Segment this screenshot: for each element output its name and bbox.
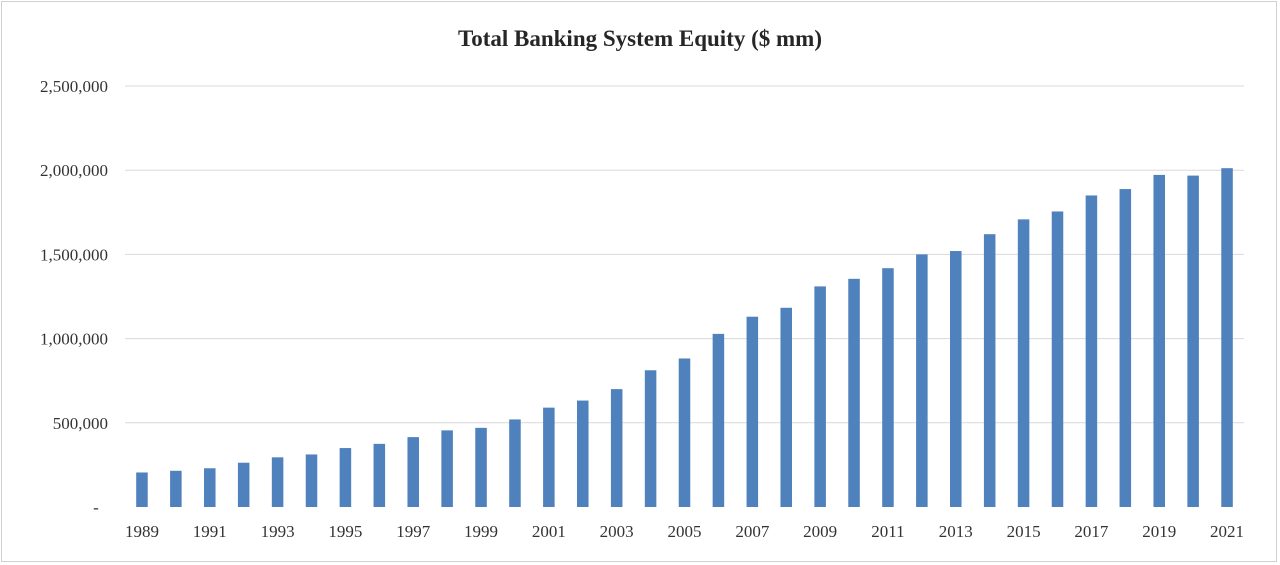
bar-2013 — [950, 251, 962, 507]
x-tick-label: 2009 — [803, 522, 837, 541]
x-tick-label: 1995 — [328, 522, 362, 541]
x-tick-label: 1991 — [193, 522, 227, 541]
bar-2014 — [983, 234, 996, 507]
bar-2009 — [814, 286, 826, 507]
y-tick-label: - — [93, 498, 99, 517]
bar-2007 — [746, 316, 759, 507]
bar-1992 — [237, 462, 250, 507]
x-tick-label: 1997 — [396, 522, 431, 541]
bar-series — [136, 168, 1233, 508]
y-tick-label: 500,000 — [53, 414, 108, 433]
x-tick-label: 1999 — [464, 522, 498, 541]
bar-2021 — [1221, 168, 1233, 507]
x-tick-label: 2005 — [668, 522, 702, 541]
x-tick-label: 2021 — [1210, 522, 1244, 541]
bar-1989 — [136, 472, 148, 507]
bar-2004 — [644, 370, 657, 507]
bar-2008 — [780, 307, 792, 507]
y-axis-tick-labels: - 500,000 1,000,000 1,500,000 2,000,000 2,500… — [40, 77, 108, 517]
bar-2006 — [712, 333, 725, 507]
x-tick-label: 2013 — [939, 522, 973, 541]
bar-2020 — [1187, 175, 1199, 507]
bar-2017 — [1085, 195, 1098, 507]
bar-2000 — [509, 419, 521, 507]
bar-1993 — [271, 457, 284, 507]
x-axis-tick-labels: 1989 1991 1993 1995 1997 1999 2001 2003 2005 2007… — [125, 522, 1244, 541]
x-tick-label: 2003 — [600, 522, 634, 541]
bar-2010 — [848, 278, 860, 507]
x-tick-label: 1993 — [261, 522, 295, 541]
bar-2005 — [678, 358, 691, 507]
bar-2012 — [916, 254, 928, 507]
bar-1997 — [407, 437, 419, 507]
bar-2003 — [610, 389, 623, 507]
x-tick-label: 2015 — [1007, 522, 1041, 541]
x-tick-label: 2017 — [1074, 522, 1109, 541]
bar-2015 — [1017, 219, 1030, 507]
bar-1994 — [305, 454, 318, 507]
y-tick-label: 1,500,000 — [40, 245, 108, 264]
y-tick-label: 2,000,000 — [40, 161, 108, 180]
x-tick-label: 2019 — [1142, 522, 1176, 541]
y-tick-label: 2,500,000 — [40, 77, 108, 96]
y-tick-label: 1,000,000 — [40, 330, 108, 349]
bar-2019 — [1153, 174, 1165, 507]
bar-2001 — [543, 407, 555, 507]
bar-1995 — [339, 448, 352, 507]
bar-2002 — [577, 400, 589, 507]
x-tick-label: 2011 — [871, 522, 904, 541]
bar-2011 — [882, 268, 894, 507]
x-tick-label: 2001 — [532, 522, 566, 541]
bar-2016 — [1051, 211, 1064, 507]
x-tick-label: 1989 — [125, 522, 159, 541]
bar-1996 — [373, 443, 386, 507]
bar-2018 — [1119, 189, 1132, 508]
x-tick-label: 2007 — [735, 522, 770, 541]
bar-1990 — [170, 470, 182, 507]
bar-1991 — [204, 468, 216, 507]
bar-1998 — [441, 430, 453, 507]
chart-title: Total Banking System Equity ($ mm) — [458, 26, 822, 51]
bar-1999 — [475, 427, 487, 507]
